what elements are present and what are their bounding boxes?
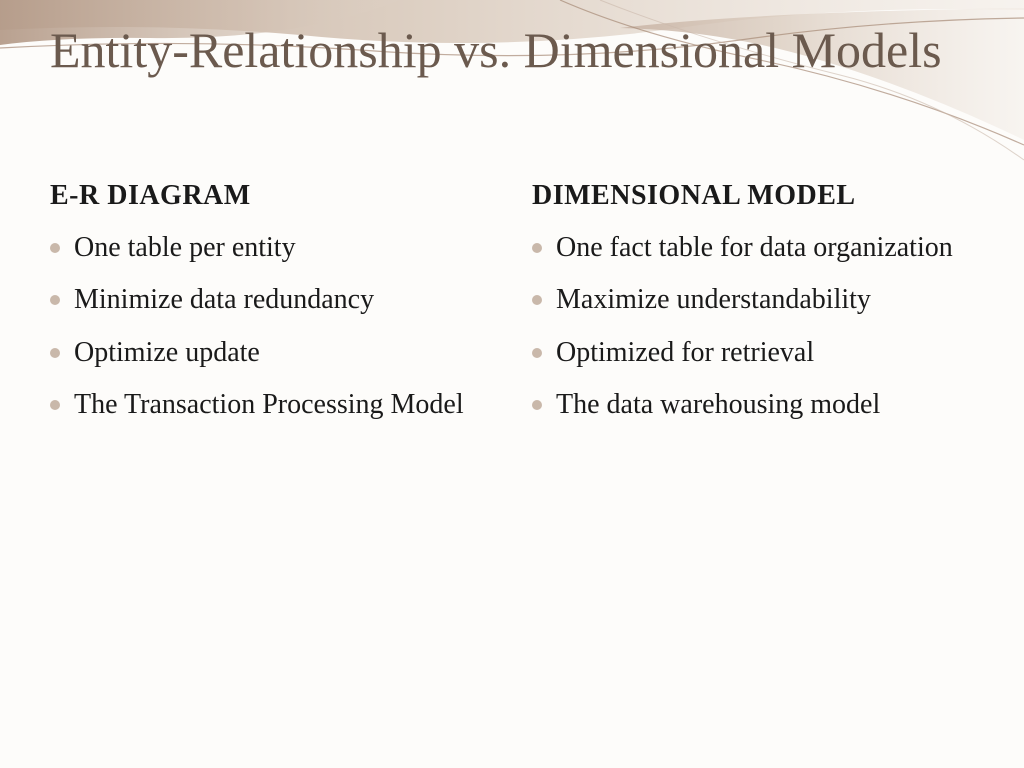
list-item: One fact table for data organization xyxy=(532,230,974,266)
bullet-text: The data warehousing model xyxy=(556,387,974,423)
bullet-icon xyxy=(50,295,60,305)
content-area: E-R DIAGRAM One table per entity Minimiz… xyxy=(50,180,974,440)
bullet-text: The Transaction Processing Model xyxy=(74,387,492,423)
slide-title: Entity-Relationship vs. Dimensional Mode… xyxy=(50,22,942,80)
bullet-icon xyxy=(50,400,60,410)
bullet-icon xyxy=(532,295,542,305)
right-bullet-list: One fact table for data organization Max… xyxy=(532,230,974,424)
bullet-text: One table per entity xyxy=(74,230,492,266)
bullet-icon xyxy=(50,243,60,253)
left-column: E-R DIAGRAM One table per entity Minimiz… xyxy=(50,180,492,440)
bullet-icon xyxy=(532,400,542,410)
bullet-icon xyxy=(532,243,542,253)
right-column: DIMENSIONAL MODEL One fact table for dat… xyxy=(532,180,974,440)
list-item: One table per entity xyxy=(50,230,492,266)
right-column-heading: DIMENSIONAL MODEL xyxy=(532,180,974,212)
list-item: Optimized for retrieval xyxy=(532,335,974,371)
bullet-text: Optimize update xyxy=(74,335,492,371)
bullet-text: Maximize understandability xyxy=(556,282,974,318)
left-column-heading: E-R DIAGRAM xyxy=(50,180,492,212)
list-item: Optimize update xyxy=(50,335,492,371)
list-item: The data warehousing model xyxy=(532,387,974,423)
list-item: The Transaction Processing Model xyxy=(50,387,492,423)
list-item: Maximize understandability xyxy=(532,282,974,318)
bullet-text: Optimized for retrieval xyxy=(556,335,974,371)
bullet-text: One fact table for data organization xyxy=(556,230,974,266)
bullet-text: Minimize data redundancy xyxy=(74,282,492,318)
list-item: Minimize data redundancy xyxy=(50,282,492,318)
bullet-icon xyxy=(532,348,542,358)
left-bullet-list: One table per entity Minimize data redun… xyxy=(50,230,492,424)
bullet-icon xyxy=(50,348,60,358)
